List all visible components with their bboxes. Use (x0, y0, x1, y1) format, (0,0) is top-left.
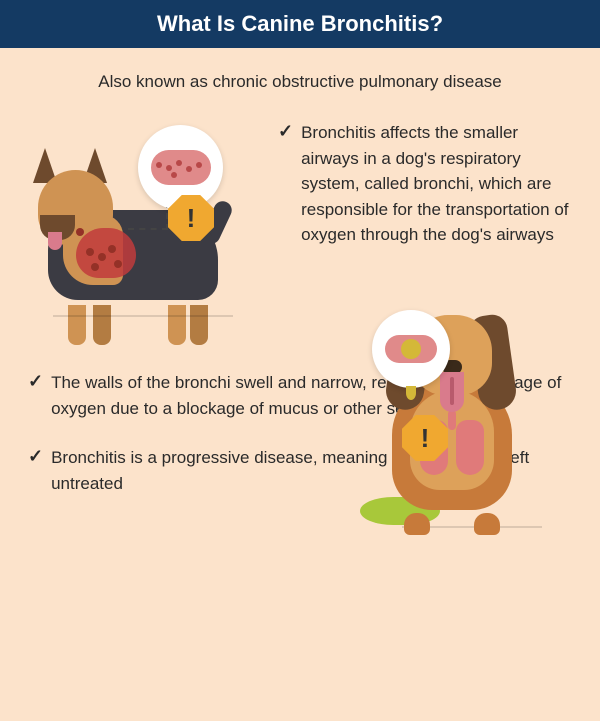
lungs-overlay-1 (76, 228, 136, 278)
section-2: ✓ The walls of the bronchi swell and nar… (28, 370, 572, 520)
subtitle: Also known as chronic obstructive pulmon… (28, 72, 572, 92)
bullet-text-1: Bronchitis affects the smaller airways i… (301, 120, 572, 248)
content-area: Also known as chronic obstructive pulmon… (0, 48, 600, 721)
check-icon: ✓ (28, 445, 43, 496)
text-block-1: ✓ Bronchitis affects the smaller airways… (278, 120, 572, 272)
bullet-1: ✓ Bronchitis affects the smaller airways… (278, 120, 572, 248)
header-title: What Is Canine Bronchitis? (157, 11, 443, 37)
bronchi-zoom-2 (372, 310, 450, 388)
header-bar: What Is Canine Bronchitis? (0, 0, 600, 48)
dog-illustration-1: ! (28, 120, 258, 340)
dog-illustration-2: ! (342, 260, 552, 540)
check-icon: ✓ (28, 370, 43, 421)
check-icon: ✓ (278, 120, 293, 248)
